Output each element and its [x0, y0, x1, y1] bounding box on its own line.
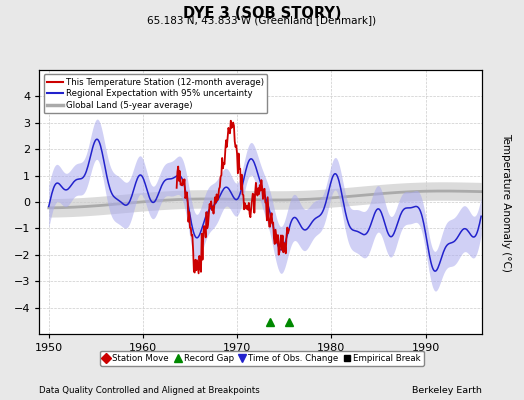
- Legend: Station Move, Record Gap, Time of Obs. Change, Empirical Break: Station Move, Record Gap, Time of Obs. C…: [100, 351, 424, 366]
- Text: Berkeley Earth: Berkeley Earth: [412, 386, 482, 395]
- Text: Data Quality Controlled and Aligned at Breakpoints: Data Quality Controlled and Aligned at B…: [39, 386, 260, 395]
- Text: DYE 3 (SOB STORY): DYE 3 (SOB STORY): [183, 6, 341, 21]
- Y-axis label: Temperature Anomaly (°C): Temperature Anomaly (°C): [501, 132, 511, 272]
- Text: 65.183 N, 43.833 W (Greenland [Denmark]): 65.183 N, 43.833 W (Greenland [Denmark]): [147, 15, 377, 25]
- Legend: This Temperature Station (12-month average), Regional Expectation with 95% uncer: This Temperature Station (12-month avera…: [43, 74, 267, 113]
